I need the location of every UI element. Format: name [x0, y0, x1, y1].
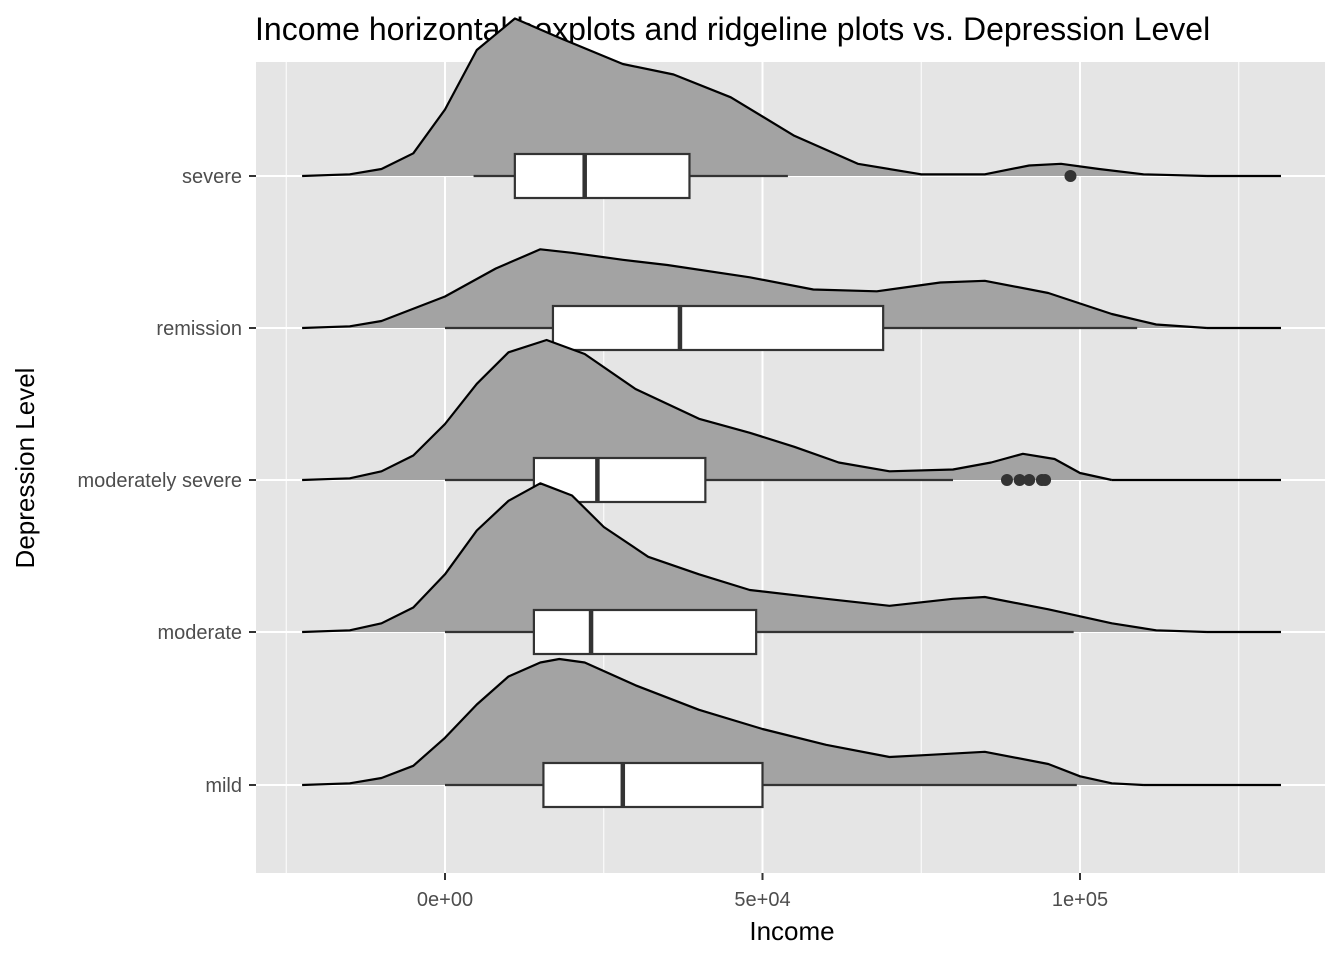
density-line [302, 482, 1208, 634]
outlier-point [1000, 474, 1013, 486]
y-tick-label: mild [205, 775, 242, 797]
density-area [302, 340, 1112, 480]
density-area [302, 18, 1208, 176]
density-line [302, 248, 1208, 330]
outlier-point [1064, 170, 1077, 182]
x-axis-title: Income [749, 916, 834, 946]
chart-title: Income horizontal boxplots and ridgeline… [255, 11, 1210, 47]
density-area [302, 483, 1208, 632]
outlier-point [1013, 474, 1026, 486]
box [542, 761, 764, 809]
density-line [302, 17, 1208, 178]
ridge-group-moderate [302, 482, 1281, 656]
density-area [302, 659, 1144, 785]
density-area [302, 249, 1208, 328]
x-tick-label: 5e+04 [734, 889, 790, 911]
y-axis-title: Depression Level [10, 368, 40, 569]
box [551, 304, 885, 352]
x-axis: 0e+00 5e+04 1e+05 [417, 873, 1108, 911]
density-line [302, 338, 1113, 482]
ridge-group-severe [302, 17, 1281, 200]
outlier-point [1039, 474, 1052, 486]
outlier-point [1023, 474, 1036, 486]
box [513, 152, 691, 200]
density-line [302, 657, 1144, 787]
y-tick-label: moderate [158, 622, 243, 644]
box [532, 608, 758, 656]
y-tick-label: moderately severe [77, 470, 242, 492]
x-tick-label: 1e+05 [1052, 889, 1108, 911]
y-axis: mild moderate moderately severe remission se… [77, 166, 256, 797]
x-tick-label: 0e+00 [417, 889, 473, 911]
ridge-group-mild [302, 657, 1281, 809]
y-tick-label: severe [182, 166, 242, 188]
ridge-group-remission [302, 248, 1281, 352]
ridges [302, 17, 1281, 809]
y-tick-label: remission [156, 318, 242, 340]
